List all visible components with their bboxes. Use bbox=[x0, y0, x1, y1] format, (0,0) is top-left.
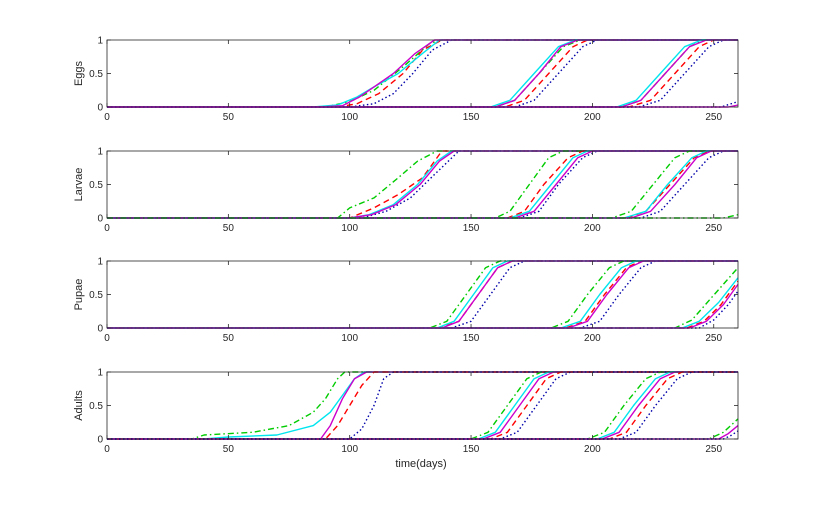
y-tick-label: 0 bbox=[97, 324, 103, 335]
x-tick-label: 0 bbox=[104, 444, 110, 455]
series-line bbox=[107, 280, 739, 329]
x-tick-label: 100 bbox=[341, 333, 358, 344]
y-tick-label: 0 bbox=[97, 435, 103, 446]
y-tick-label: 0 bbox=[97, 103, 103, 114]
x-tick-label: 150 bbox=[463, 333, 480, 344]
subplot-adults: 0 50 100 150 200 250 0 0.5 1 Adults bbox=[73, 368, 739, 455]
x-tick-label: 100 bbox=[341, 112, 358, 123]
x-tick-label: 250 bbox=[705, 112, 722, 123]
x-tick-label: 100 bbox=[341, 223, 358, 234]
y-tick-label: 1 bbox=[97, 147, 103, 158]
y-tick-label: 1 bbox=[97, 257, 103, 268]
x-tick-label: 50 bbox=[223, 112, 235, 123]
y-tick-label: 0 bbox=[97, 214, 103, 225]
plot-area bbox=[107, 151, 738, 218]
x-tick-label: 150 bbox=[463, 112, 480, 123]
y-axis-label: Larvae bbox=[73, 168, 85, 202]
y-tick-label: 0.5 bbox=[89, 401, 103, 412]
series-line bbox=[107, 260, 738, 329]
x-tick-label: 200 bbox=[584, 333, 601, 344]
subplot-pupae: 0 50 100 150 200 250 0 0.5 1 Pupae bbox=[73, 257, 739, 344]
y-tick-label: 0.5 bbox=[89, 290, 103, 301]
x-tick-label: 50 bbox=[223, 333, 235, 344]
x-tick-label: 0 bbox=[104, 223, 110, 234]
series-line bbox=[107, 290, 739, 329]
y-tick-label: 1 bbox=[97, 368, 103, 379]
series-line bbox=[107, 371, 738, 440]
y-tick-label: 0.5 bbox=[89, 180, 103, 191]
x-tick-label: 250 bbox=[705, 444, 722, 455]
plot-area bbox=[107, 372, 738, 439]
series-line bbox=[107, 150, 738, 219]
plot-area bbox=[107, 261, 738, 328]
y-axis-label: Adults bbox=[73, 390, 85, 421]
series-line bbox=[107, 39, 738, 108]
x-tick-label: 250 bbox=[705, 223, 722, 234]
subplot-eggs: 0 50 100 150 200 250 0 0.5 1 Eggs bbox=[73, 36, 739, 123]
x-tick-label: 50 bbox=[223, 223, 235, 234]
x-tick-label: 100 bbox=[341, 444, 358, 455]
y-tick-label: 1 bbox=[97, 36, 103, 47]
x-tick-label: 0 bbox=[104, 333, 110, 344]
x-tick-label: 150 bbox=[463, 223, 480, 234]
y-axis-label: Pupae bbox=[73, 279, 85, 311]
x-tick-label: 200 bbox=[584, 444, 601, 455]
x-tick-label: 0 bbox=[104, 112, 110, 123]
x-tick-label: 250 bbox=[705, 333, 722, 344]
x-axis-label: time(days) bbox=[395, 458, 446, 470]
y-axis-label: Eggs bbox=[73, 60, 85, 86]
subplot-larvae: 0 50 100 150 200 250 0 0.5 1 Larvae bbox=[73, 147, 739, 234]
y-tick-label: 0.5 bbox=[89, 69, 103, 80]
x-tick-label: 200 bbox=[584, 112, 601, 123]
x-tick-label: 50 bbox=[223, 444, 235, 455]
x-tick-label: 150 bbox=[463, 444, 480, 455]
x-tick-label: 200 bbox=[584, 223, 601, 234]
